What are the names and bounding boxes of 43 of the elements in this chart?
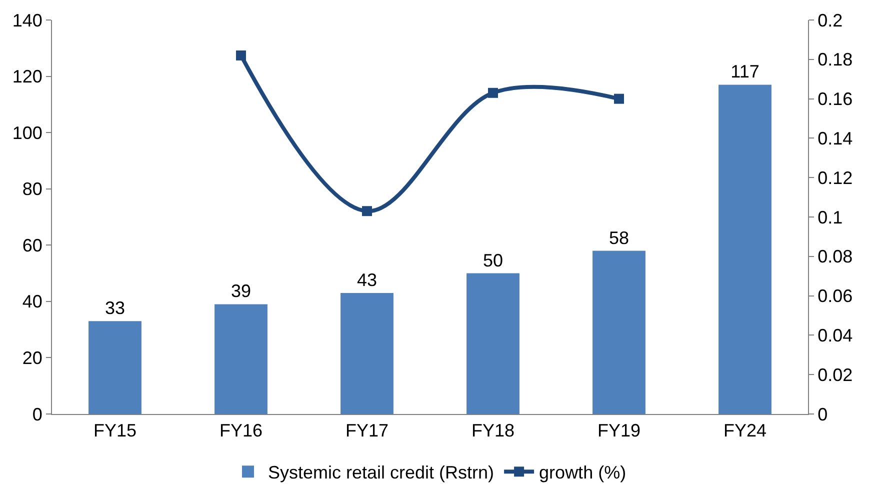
bar	[340, 292, 394, 414]
y2-tick-label: 0.02	[818, 364, 853, 385]
y2-tick-label: 0.06	[818, 286, 853, 306]
legend-label: Systemic retail credit (Rstrn)	[268, 462, 494, 483]
data-label: 50	[482, 250, 504, 270]
y2-tick-label: 0	[818, 404, 828, 424]
point	[488, 88, 498, 98]
y-tick-label: 0	[32, 404, 42, 424]
data-label: 58	[608, 228, 630, 248]
bar	[718, 84, 772, 414]
y2-tick-label: 0.2	[818, 10, 843, 30]
data-label: 33	[104, 298, 126, 318]
y-tick-label: 120	[12, 66, 42, 87]
x-tick-label: FY16	[219, 420, 263, 441]
x-tick-label: FY19	[597, 420, 641, 441]
x-tick-label: FY15	[93, 420, 137, 441]
y-tick-label: 40	[22, 292, 42, 312]
y-tick-label: 100	[12, 122, 42, 143]
y2-tick-label: 0.18	[818, 50, 853, 70]
y2-tick-label: 0.12	[818, 168, 853, 188]
y-tick-label: 20	[22, 348, 42, 368]
bar	[88, 321, 142, 414]
y2-tick-label: 0.04	[818, 326, 853, 346]
y-tick-label: 60	[22, 235, 42, 256]
point	[614, 94, 624, 104]
legend-label: growth (%)	[539, 462, 626, 483]
bar	[592, 250, 646, 414]
bar	[466, 273, 520, 414]
y2-tick-label: 0.08	[818, 246, 853, 267]
data-label: 43	[356, 270, 378, 290]
y2-tick-label: 0.1	[818, 207, 843, 228]
y2-tick-label: 0.14	[818, 128, 853, 148]
y-tick-label: 140	[12, 10, 42, 30]
y2-tick-label: 0.16	[818, 89, 853, 110]
bar	[214, 304, 268, 414]
x-tick-label: FY24	[723, 420, 767, 441]
data-label: 117	[730, 62, 760, 82]
data-label: 39	[230, 281, 252, 302]
point	[236, 50, 246, 60]
x-tick-label: FY17	[345, 420, 389, 441]
y-tick-label: 80	[22, 179, 42, 200]
x-tick-label: FY18	[471, 420, 515, 441]
point	[362, 206, 372, 216]
